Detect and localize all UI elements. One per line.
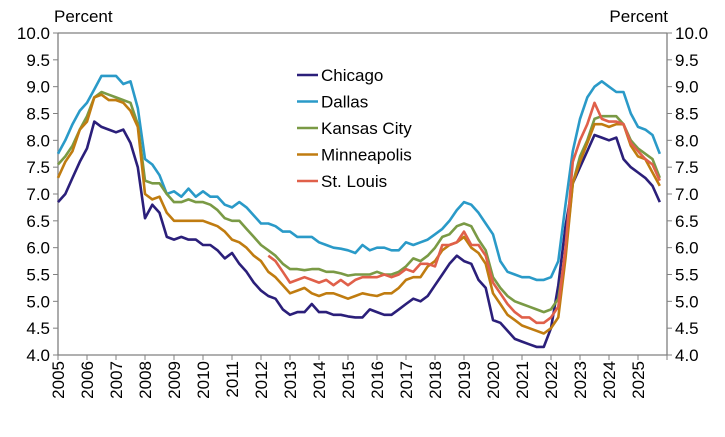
legend: Chicago Dallas Kansas City Minneapolis St. L… <box>297 66 412 191</box>
x-tick-label: 2017 <box>397 361 416 399</box>
y-tick-label-left: 5.0 <box>26 292 50 311</box>
x-tick-label: 2010 <box>194 361 213 399</box>
y-tick-label-right: 9.5 <box>675 51 699 70</box>
y-tick-label-right: 5.0 <box>675 292 699 311</box>
x-tick-label: 2009 <box>165 361 184 399</box>
legend-label: Dallas <box>321 93 368 112</box>
y-tick-label-left: 6.5 <box>26 212 50 231</box>
x-tick-label: 2023 <box>571 361 590 399</box>
y-tick-label-left: 9.5 <box>26 51 50 70</box>
legend-label: Kansas City <box>321 119 412 138</box>
x-tick-label: 2015 <box>339 361 358 399</box>
y-tick-label-left: 7.5 <box>26 158 50 177</box>
x-tick-label: 2024 <box>600 361 619 399</box>
y-tick-label-right: 10.0 <box>675 24 708 43</box>
x-tick-label: 2011 <box>223 361 242 398</box>
x-tick-label: 2006 <box>78 361 97 399</box>
right-axis-unit-label: Percent <box>609 7 668 26</box>
y-tick-label-left: 6.0 <box>26 239 50 258</box>
y-tick-label-left: 7.0 <box>26 185 50 204</box>
x-tick-label: 2014 <box>310 361 329 399</box>
y-tick-label-right: 8.0 <box>675 131 699 150</box>
y-tick-label-left: 5.5 <box>26 266 50 285</box>
y-tick-label-left: 10.0 <box>17 24 50 43</box>
y-tick-label-left: 4.5 <box>26 319 50 338</box>
y-tick-label-right: 4.5 <box>675 319 699 338</box>
y-tick-label-left: 4.0 <box>26 346 50 365</box>
y-tick-label-right: 7.5 <box>675 158 699 177</box>
x-tick-label: 2008 <box>136 361 155 399</box>
axes: 4.0 4.0 4.5 4.5 5.0 5.0 5.5 5.5 6.0 6.0 6.5 6.5 7.0 7… <box>17 24 708 399</box>
x-tick-label: 2019 <box>455 361 474 399</box>
y-tick-label-left: 8.0 <box>26 131 50 150</box>
x-tick-label: 2007 <box>107 361 126 399</box>
x-tick-label: 2005 <box>49 361 68 399</box>
y-tick-label-left: 8.5 <box>26 105 50 124</box>
y-tick-label-right: 5.5 <box>675 266 699 285</box>
x-tick-label: 2012 <box>252 361 271 399</box>
y-tick-label-right: 9.0 <box>675 78 699 97</box>
y-tick-label-right: 6.0 <box>675 239 699 258</box>
x-tick-label: 2021 <box>513 361 532 399</box>
y-tick-label-right: 6.5 <box>675 212 699 231</box>
series-line-chicago <box>57 120 661 349</box>
left-axis-unit-label: Percent <box>54 7 113 26</box>
x-tick-label: 2018 <box>426 361 445 399</box>
y-tick-label-right: 4.0 <box>675 346 699 365</box>
legend-label: Chicago <box>321 66 383 85</box>
legend-label: St. Louis <box>321 172 387 191</box>
x-tick-label: 2022 <box>542 361 561 399</box>
y-tick-label-right: 7.0 <box>675 185 699 204</box>
x-tick-label: 2016 <box>368 361 387 399</box>
x-tick-label: 2013 <box>281 361 300 399</box>
series-line-minneapolis <box>56 93 661 335</box>
x-tick-label: 2020 <box>484 361 503 399</box>
y-tick-label-right: 8.5 <box>675 105 699 124</box>
series-lines <box>56 74 662 349</box>
y-tick-label-left: 9.0 <box>26 78 50 97</box>
legend-label: Minneapolis <box>321 146 412 165</box>
series-line-st-louis <box>267 101 661 325</box>
x-tick-label: 2025 <box>629 361 648 399</box>
series-line-dallas <box>56 74 662 282</box>
